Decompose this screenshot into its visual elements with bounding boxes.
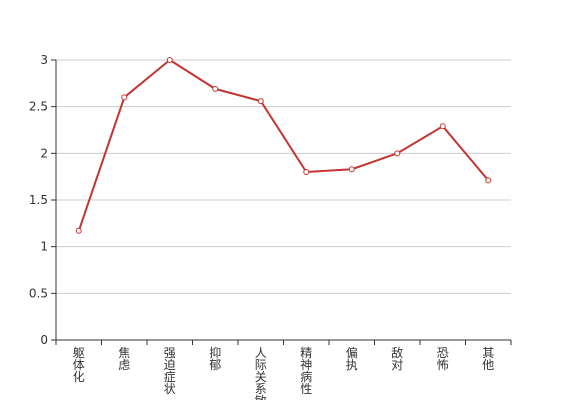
y-tick-label: 0.5 [29,286,48,300]
data-point [121,94,128,101]
series-line [77,58,490,232]
series-points [75,57,492,234]
y-tick-label: 2 [40,146,48,160]
x-tick-label: 其他 [482,346,494,372]
data-point [394,150,401,157]
data-point [439,123,446,130]
x-tick-label: 焦虑 [118,346,130,372]
data-point [166,57,173,63]
x-tick-label: 强迫症状 [164,346,176,396]
y-tick-label: 0 [40,333,48,347]
x-tick-label: 精神病性 [300,346,312,396]
data-point [75,227,82,234]
data-point [303,169,310,175]
data-point [257,98,264,105]
x-tick-label: 躯体化 [73,345,85,384]
x-tick-label: 抑郁 [209,345,221,372]
y-tick-label: 1 [40,240,48,254]
data-point [212,85,219,92]
grid-lines [56,59,511,294]
x-tick-label: 人际关系敏感 [255,346,267,400]
y-tick-label: 1.5 [29,193,48,207]
y-tick-label: 3 [40,53,48,67]
y-tick-label: 2.5 [29,100,48,114]
x-tick-label: 偏执 [346,345,358,372]
data-point [485,177,492,184]
x-tick-label: 敌对 [391,345,403,372]
x-tick-label: 恐怖 [437,346,449,372]
y-axis-ticks: 0 0.5 1 1.5 2 2.5 3 [29,53,56,347]
data-point [348,166,355,173]
x-axis-labels: 躯体化 焦虑 强迫症状 抑郁 人际关系敏感 精神病性 偏执 敌对 恐怖 其他 [55,340,512,400]
